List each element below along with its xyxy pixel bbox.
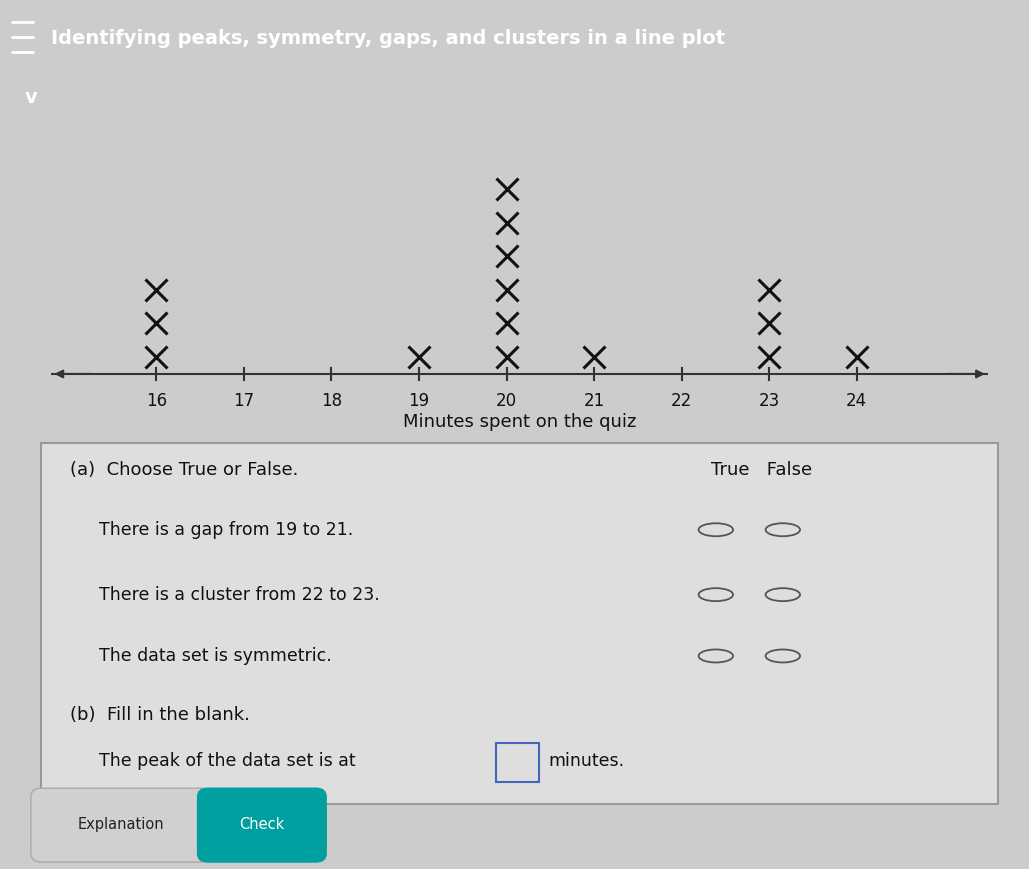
Text: 23: 23 (758, 393, 780, 410)
Text: There is a gap from 19 to 21.: There is a gap from 19 to 21. (99, 521, 353, 539)
Text: Check: Check (240, 817, 284, 833)
Text: (a)  Choose True or False.: (a) Choose True or False. (70, 461, 298, 479)
Text: 18: 18 (321, 393, 342, 410)
Text: 19: 19 (409, 393, 429, 410)
Text: 22: 22 (671, 393, 693, 410)
Text: The peak of the data set is at: The peak of the data set is at (99, 752, 355, 770)
Text: v: v (25, 89, 37, 107)
Text: True   False: True False (711, 461, 812, 479)
Text: 17: 17 (234, 393, 254, 410)
Text: The data set is symmetric.: The data set is symmetric. (99, 647, 331, 665)
Text: 24: 24 (846, 393, 867, 410)
Text: There is a cluster from 22 to 23.: There is a cluster from 22 to 23. (99, 586, 380, 604)
Text: 20: 20 (496, 393, 518, 410)
Text: Identifying peaks, symmetry, gaps, and clusters in a line plot: Identifying peaks, symmetry, gaps, and c… (51, 29, 725, 48)
FancyBboxPatch shape (41, 443, 998, 804)
Text: Minutes spent on the quiz: Minutes spent on the quiz (403, 413, 636, 431)
Text: minutes.: minutes. (548, 752, 625, 770)
Text: Explanation: Explanation (78, 817, 165, 833)
FancyBboxPatch shape (496, 742, 539, 782)
Text: 21: 21 (583, 393, 605, 410)
Text: 16: 16 (146, 393, 167, 410)
Text: (b)  Fill in the blank.: (b) Fill in the blank. (70, 706, 250, 725)
